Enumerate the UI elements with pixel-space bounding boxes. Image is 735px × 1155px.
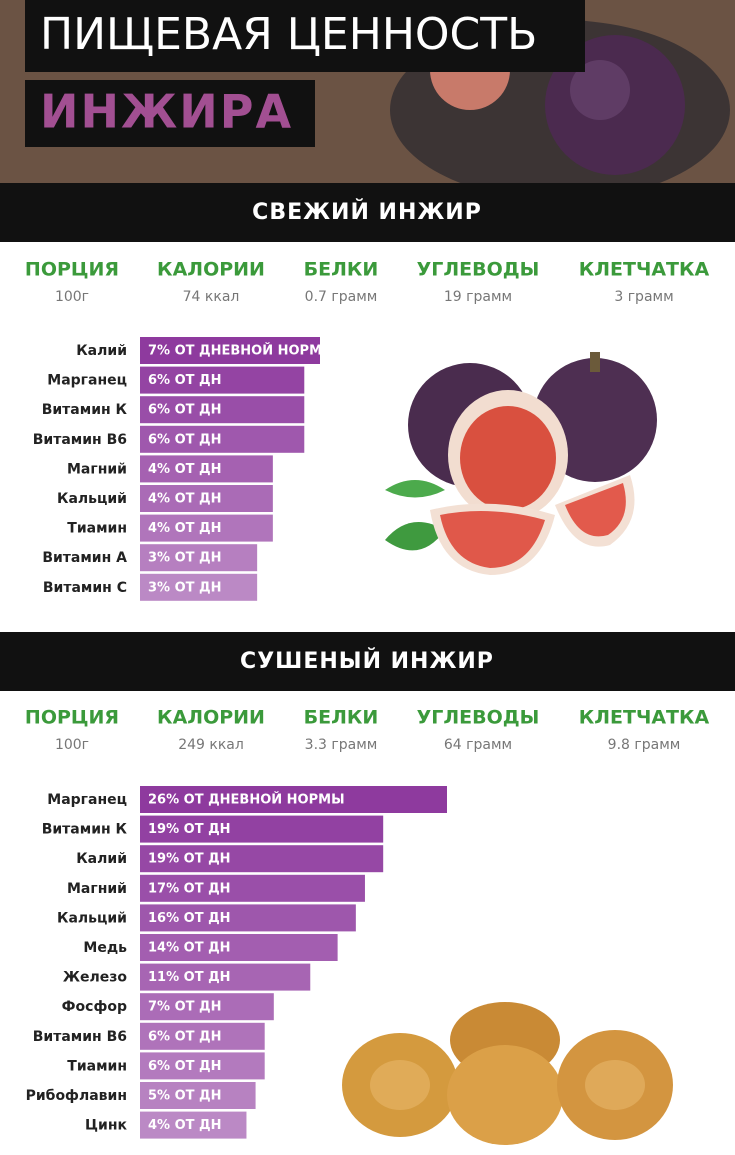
- section-band: [0, 183, 735, 242]
- category-label: Рибофлавин: [26, 1088, 127, 1104]
- value-label: 6% ОТ ДН: [148, 432, 222, 447]
- stat-label: КЛЕТЧАТКА: [579, 259, 710, 281]
- subtitle: ИНЖИРА: [40, 85, 293, 139]
- bar: [140, 337, 320, 364]
- value-label: 4% ОТ ДН: [148, 492, 222, 507]
- category-label: Кальций: [57, 910, 127, 926]
- value-label: 16% ОТ ДН: [148, 911, 231, 926]
- stat-value: 74 ккал: [183, 289, 240, 305]
- stat-value: 249 ккал: [178, 737, 244, 753]
- bar: [140, 1022, 265, 1050]
- category-label: Медь: [83, 940, 127, 956]
- bar: [140, 366, 305, 394]
- category-label: Тиамин: [67, 1058, 127, 1074]
- value-label: 6% ОТ ДН: [148, 1059, 222, 1074]
- value-label: 4% ОТ ДН: [148, 462, 222, 477]
- value-label: 7% ОТ ДНЕВНОЙ НОРМЫ: [148, 343, 336, 359]
- value-label: 6% ОТ ДН: [148, 373, 222, 388]
- bar: [140, 874, 365, 902]
- category-label: Фосфор: [62, 999, 127, 1015]
- category-label: Витамин А: [42, 550, 127, 566]
- stat-label: КАЛОРИИ: [157, 259, 265, 281]
- stat-label: ПОРЦИЯ: [25, 707, 119, 729]
- bar: [140, 485, 273, 512]
- value-label: 4% ОТ ДН: [148, 1118, 222, 1133]
- category-label: Витамин С: [43, 580, 127, 596]
- category-label: Калий: [76, 851, 127, 867]
- bar: [140, 1111, 247, 1139]
- title: ПИЩЕВАЯ ЦЕННОСТЬ: [40, 9, 537, 60]
- category-label: Магний: [67, 461, 127, 477]
- title-box: [25, 0, 585, 72]
- bar: [140, 963, 311, 991]
- stat-value: 3 грамм: [614, 289, 673, 305]
- bar: [140, 1082, 256, 1109]
- value-label: 4% ОТ ДН: [148, 521, 222, 536]
- category-label: Марганец: [47, 373, 127, 389]
- value-label: 19% ОТ ДН: [148, 822, 231, 837]
- bar: [140, 455, 273, 483]
- bar: [140, 514, 273, 542]
- fresh-figs-image: [385, 352, 657, 575]
- value-label: 17% ОТ ДН: [148, 881, 231, 896]
- value-label: 11% ОТ ДН: [148, 970, 231, 985]
- category-label: Витамин В6: [33, 432, 127, 448]
- value-label: 19% ОТ ДН: [148, 852, 231, 867]
- bar: [140, 425, 305, 453]
- stat-value: 64 грамм: [444, 737, 512, 753]
- bar: [140, 993, 274, 1021]
- section-title: СУШЕНЫЙ ИНЖИР: [240, 648, 494, 674]
- bar: [140, 396, 305, 424]
- stat-value: 9.8 грамм: [608, 737, 681, 753]
- fig-shine: [570, 60, 630, 120]
- section-band: [0, 632, 735, 691]
- value-label: 3% ОТ ДН: [148, 551, 222, 566]
- stat-label: УГЛЕВОДЫ: [417, 259, 540, 281]
- category-label: Витамин К: [42, 402, 128, 418]
- value-label: 14% ОТ ДН: [148, 941, 231, 956]
- stat-label: КЛЕТЧАТКА: [579, 707, 710, 729]
- category-label: Марганец: [47, 792, 127, 808]
- value-label: 5% ОТ ДН: [148, 1089, 222, 1104]
- category-label: Железо: [63, 970, 128, 986]
- stat-value: 100г: [55, 289, 89, 305]
- category-label: Калий: [76, 343, 127, 359]
- bar: [140, 845, 384, 873]
- stat-label: БЕЛКИ: [304, 707, 379, 729]
- stat-value: 0.7 грамм: [305, 289, 378, 305]
- stat-label: БЕЛКИ: [304, 259, 379, 281]
- section-title: СВЕЖИЙ ИНЖИР: [252, 199, 482, 225]
- stat-value: 19 грамм: [444, 289, 512, 305]
- stat-label: ПОРЦИЯ: [25, 259, 119, 281]
- stat-value: 3.3 грамм: [305, 737, 378, 753]
- subtitle-box: [25, 80, 315, 147]
- bar: [140, 815, 384, 843]
- bar: [140, 1052, 265, 1080]
- category-label: Тиамин: [67, 521, 127, 537]
- stat-value: 100г: [55, 737, 89, 753]
- value-label: 26% ОТ ДНЕВНОЙ НОРМЫ: [148, 792, 345, 808]
- bar: [140, 573, 258, 601]
- category-label: Цинк: [85, 1118, 127, 1134]
- category-label: Витамин В6: [33, 1029, 127, 1045]
- bar: [140, 544, 258, 572]
- category-label: Кальций: [57, 491, 127, 507]
- bar: [140, 934, 338, 961]
- dried-figs-image: [342, 1002, 673, 1145]
- value-label: 6% ОТ ДН: [148, 403, 222, 418]
- bar: [140, 904, 356, 932]
- stat-label: КАЛОРИИ: [157, 707, 265, 729]
- bar: [140, 786, 447, 813]
- category-label: Магний: [67, 881, 127, 897]
- category-label: Витамин К: [42, 822, 128, 838]
- value-label: 7% ОТ ДН: [148, 1000, 222, 1015]
- value-label: 3% ОТ ДН: [148, 580, 222, 595]
- stat-label: УГЛЕВОДЫ: [417, 707, 540, 729]
- value-label: 6% ОТ ДН: [148, 1029, 222, 1044]
